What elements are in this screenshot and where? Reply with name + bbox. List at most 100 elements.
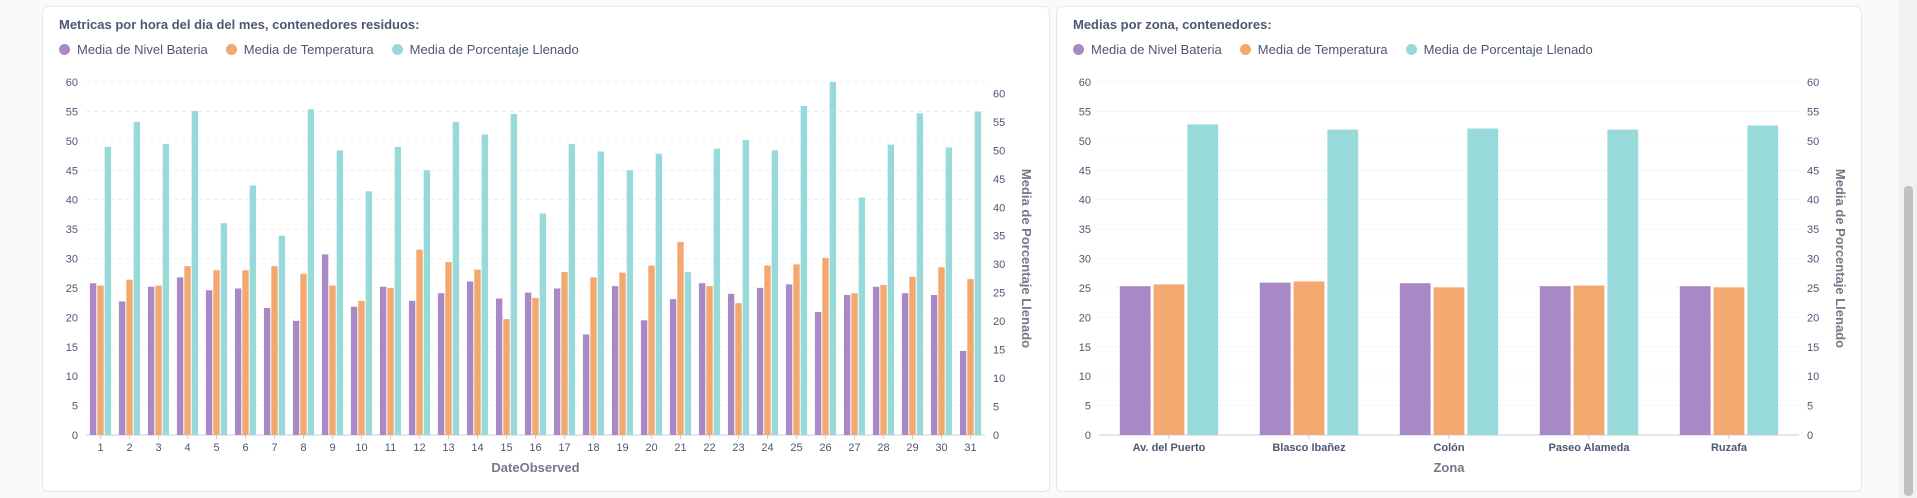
bar-temperatura[interactable] <box>880 284 887 435</box>
bar-porcentaje[interactable] <box>1607 129 1639 435</box>
bar-temperatura[interactable] <box>1433 287 1465 435</box>
bar-temperatura[interactable] <box>822 257 829 435</box>
bar-bateria[interactable] <box>930 294 938 435</box>
bar-porcentaje[interactable] <box>1187 124 1219 436</box>
bar-temperatura[interactable] <box>416 249 423 435</box>
bar-porcentaje[interactable] <box>423 170 431 435</box>
legend-item-temperatura[interactable]: Media de Temperatura <box>1239 42 1388 57</box>
bar-temperatura[interactable] <box>97 285 104 435</box>
bar-porcentaje[interactable] <box>133 121 141 436</box>
bar-bateria[interactable] <box>205 290 213 435</box>
bar-bateria[interactable] <box>321 254 329 435</box>
bar-temperatura[interactable] <box>1573 285 1605 435</box>
bar-porcentaje[interactable] <box>394 146 402 436</box>
bar-porcentaje[interactable] <box>974 111 982 436</box>
bar-bateria[interactable] <box>727 293 735 435</box>
bar-bateria[interactable] <box>1679 286 1711 435</box>
bar-porcentaje[interactable] <box>191 111 199 435</box>
bar-bateria[interactable] <box>89 283 97 435</box>
card-title[interactable]: Medias por zona, contenedores: <box>1073 17 1272 32</box>
bar-porcentaje[interactable] <box>945 147 953 435</box>
bar-porcentaje[interactable] <box>1467 128 1499 435</box>
bar-porcentaje[interactable] <box>162 144 170 435</box>
bar-bateria[interactable] <box>582 334 590 435</box>
bar-bateria[interactable] <box>785 284 793 435</box>
bar-temperatura[interactable] <box>242 270 249 435</box>
bar-porcentaje[interactable] <box>278 235 286 435</box>
bar-porcentaje[interactable] <box>539 213 547 435</box>
bar-temperatura[interactable] <box>706 286 713 435</box>
bar-temperatura[interactable] <box>677 242 684 435</box>
bar-bateria[interactable] <box>263 307 271 435</box>
bar-temperatura[interactable] <box>648 265 655 435</box>
bar-temperatura[interactable] <box>1293 281 1325 435</box>
bar-bateria[interactable] <box>698 283 706 435</box>
bar-porcentaje[interactable] <box>452 121 460 436</box>
bar-temperatura[interactable] <box>329 285 336 435</box>
bar-bateria[interactable] <box>234 288 242 435</box>
legend-item-porcentaje[interactable]: Media de Porcentaje Llenado <box>1405 42 1593 57</box>
bar-temperatura[interactable] <box>1713 287 1745 435</box>
bar-temperatura[interactable] <box>213 270 220 435</box>
bar-bateria[interactable] <box>292 320 300 435</box>
bar-temperatura[interactable] <box>735 303 742 435</box>
bar-bateria[interactable] <box>524 292 532 435</box>
bar-bateria[interactable] <box>466 281 474 435</box>
bar-porcentaje[interactable] <box>916 113 924 435</box>
bar-bateria[interactable] <box>350 306 358 435</box>
bar-porcentaje[interactable] <box>1747 125 1779 435</box>
bar-porcentaje[interactable] <box>307 109 315 435</box>
bar-bateria[interactable] <box>872 286 880 435</box>
bar-porcentaje[interactable] <box>771 150 779 436</box>
bar-bateria[interactable] <box>495 298 503 435</box>
bar-bateria[interactable] <box>379 286 387 435</box>
bar-bateria[interactable] <box>553 288 561 435</box>
bar-temperatura[interactable] <box>155 285 162 435</box>
bar-temperatura[interactable] <box>271 266 278 435</box>
bar-porcentaje[interactable] <box>104 146 112 436</box>
bar-temperatura[interactable] <box>1153 284 1185 435</box>
bar-bateria[interactable] <box>901 293 909 435</box>
bar-temperatura[interactable] <box>851 293 858 435</box>
bar-temperatura[interactable] <box>532 297 539 435</box>
bar-bateria[interactable] <box>611 286 619 435</box>
bar-bateria[interactable] <box>1539 286 1571 435</box>
bar-porcentaje[interactable] <box>1327 129 1359 435</box>
bar-porcentaje[interactable] <box>626 170 634 435</box>
bar-bateria[interactable] <box>756 287 764 435</box>
bar-temperatura[interactable] <box>184 266 191 435</box>
bar-temperatura[interactable] <box>561 272 568 435</box>
bar-bateria[interactable] <box>437 293 445 435</box>
bar-bateria[interactable] <box>1119 286 1151 435</box>
bar-temperatura[interactable] <box>445 262 452 435</box>
bar-temperatura[interactable] <box>474 269 481 435</box>
bar-temperatura[interactable] <box>793 264 800 435</box>
legend-item-porcentaje[interactable]: Media de Porcentaje Llenado <box>391 42 579 57</box>
card-title[interactable]: Metricas por hora del dia del mes, conte… <box>59 17 420 32</box>
bar-bateria[interactable] <box>814 312 822 435</box>
bar-temperatura[interactable] <box>967 279 974 435</box>
bar-bateria[interactable] <box>408 300 416 435</box>
bar-temperatura[interactable] <box>909 276 916 435</box>
bar-temperatura[interactable] <box>619 272 626 435</box>
bar-temperatura[interactable] <box>358 300 365 435</box>
bar-temperatura[interactable] <box>387 287 394 435</box>
legend-item-bateria[interactable]: Media de Nivel Bateria <box>59 42 208 57</box>
bar-bateria[interactable] <box>1259 282 1291 435</box>
bar-porcentaje[interactable] <box>568 144 576 435</box>
bar-bateria[interactable] <box>959 350 967 435</box>
bar-porcentaje[interactable] <box>887 144 895 435</box>
bar-temperatura[interactable] <box>938 267 945 435</box>
bar-porcentaje[interactable] <box>597 151 605 435</box>
bar-porcentaje[interactable] <box>510 113 518 435</box>
bar-porcentaje[interactable] <box>220 223 228 435</box>
bar-porcentaje[interactable] <box>336 150 344 436</box>
bar-bateria[interactable] <box>843 294 851 435</box>
legend-item-bateria[interactable]: Media de Nivel Bateria <box>1073 42 1222 57</box>
bar-temperatura[interactable] <box>126 279 133 435</box>
bar-bateria[interactable] <box>118 301 126 435</box>
bar-porcentaje[interactable] <box>249 185 257 435</box>
bar-bateria[interactable] <box>147 286 155 435</box>
bar-porcentaje[interactable] <box>800 105 808 435</box>
bar-porcentaje[interactable] <box>684 272 692 435</box>
